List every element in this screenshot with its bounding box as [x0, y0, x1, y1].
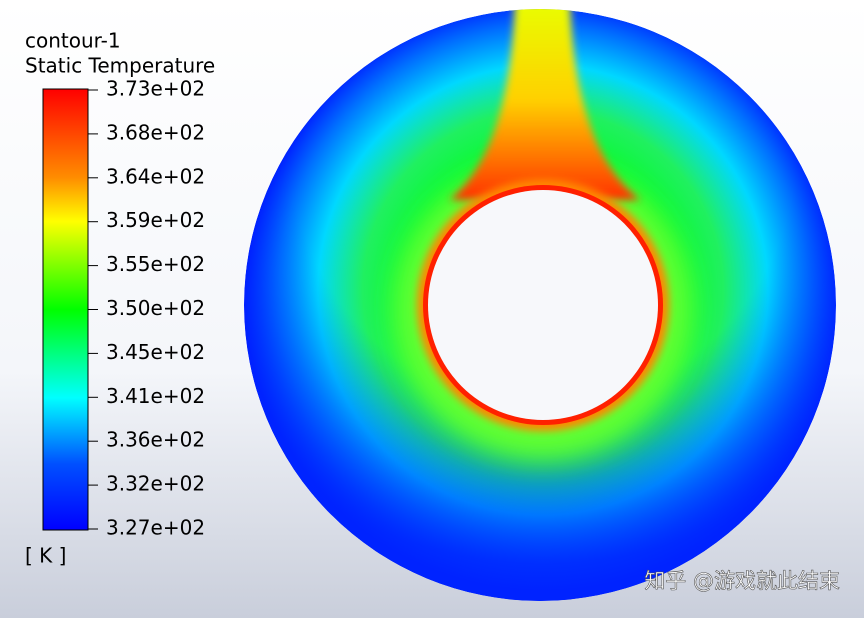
legend-label: 3.59e+02: [106, 208, 205, 232]
legend-labels: 3.73e+02 3.68e+02 3.64e+02 3.59e+02 3.55e+02…: [88, 77, 205, 540]
legend-title: contour-1: [25, 29, 121, 53]
watermark: 知乎 @游戏就此结束: [644, 569, 840, 593]
legend-variable: Static Temperature: [25, 54, 215, 78]
inner-hole: [428, 190, 658, 420]
legend-label: 3.73e+02: [106, 77, 205, 101]
legend-unit: [ K ]: [25, 544, 66, 568]
legend-label: 3.50e+02: [106, 296, 205, 320]
legend-label: 3.45e+02: [106, 340, 205, 364]
legend-label: 3.36e+02: [106, 428, 205, 452]
color-bar: [42, 88, 89, 531]
legend-label: 3.41e+02: [106, 384, 205, 408]
legend-label: 3.68e+02: [106, 120, 205, 144]
legend-label: 3.55e+02: [106, 252, 205, 276]
legend-label: 3.64e+02: [106, 164, 205, 188]
legend-label: 3.27e+02: [106, 516, 205, 540]
legend-label: 3.32e+02: [106, 472, 205, 496]
